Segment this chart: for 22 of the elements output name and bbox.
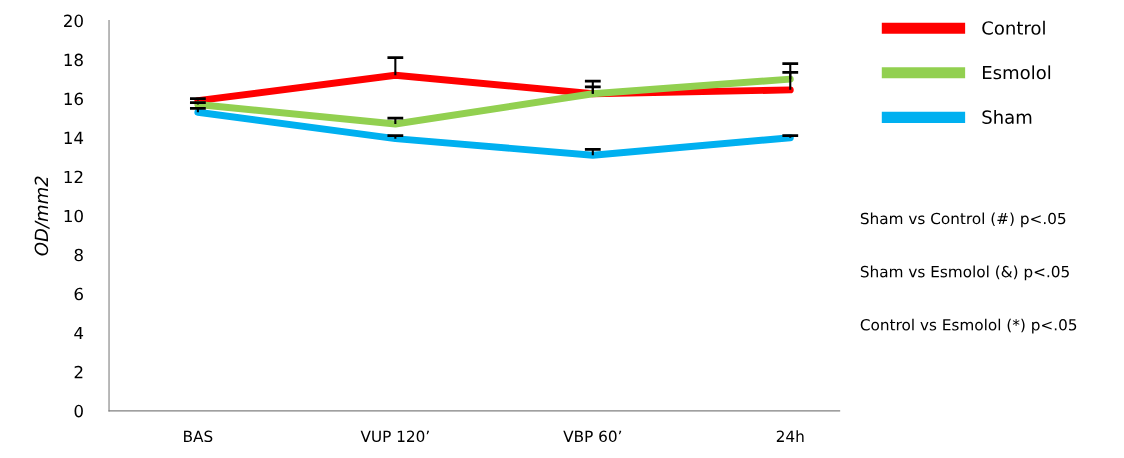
text: Sham vs Esmolol (&) p<.05: [860, 265, 1069, 281]
y-tick-label: 16: [64, 92, 83, 106]
y-tick-label: 12: [64, 170, 83, 184]
y-tick-label: 10: [64, 209, 83, 223]
y-tick-label: 20: [64, 14, 83, 28]
y-tick-label: 0: [74, 404, 83, 418]
x-tick-label: 24h: [776, 430, 804, 442]
text: Control vs Esmolol (*) p<.05: [860, 318, 1077, 334]
text: Sham vs Control (#) p<.05: [860, 212, 1066, 228]
legend-label: Esmolol: [983, 65, 1051, 80]
y-tick-label: 2: [74, 365, 83, 379]
y-tick-label: 18: [64, 53, 83, 67]
y-tick-label: 4: [74, 326, 84, 340]
x-tick-label: VUP 120’: [360, 430, 429, 443]
legend-label: Control: [982, 20, 1045, 35]
y-axis-title: OD/mm2: [34, 176, 50, 256]
y-tick-label: 14: [64, 131, 84, 145]
y-tick-label: 6: [74, 287, 83, 301]
y-tick-label: 8: [74, 248, 83, 262]
legend-label: Sham: [982, 109, 1032, 124]
x-tick-label: BAS: [184, 430, 213, 443]
x-tick-label: VBP 60’: [563, 430, 622, 443]
